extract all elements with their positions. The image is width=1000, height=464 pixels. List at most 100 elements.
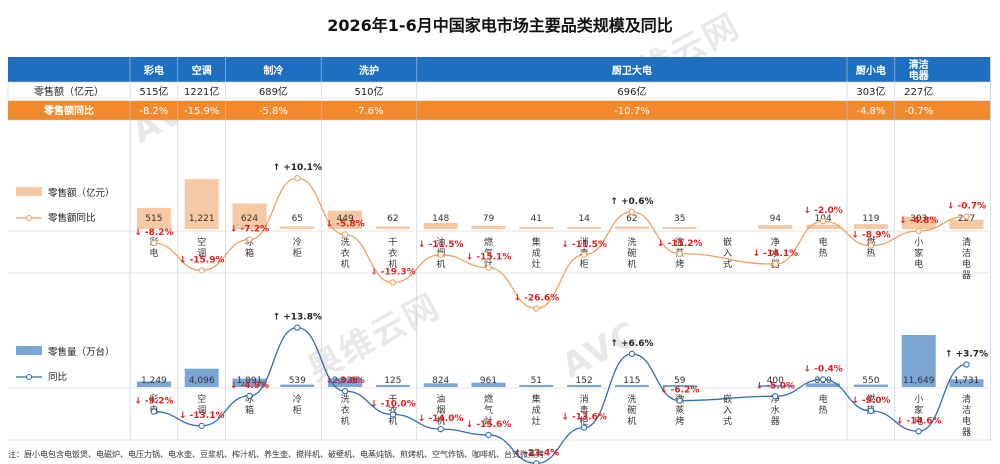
yoy-label-洗碗机: ↑ +6.6% [610,339,653,349]
value-label-空调: 4,096 [189,376,215,386]
value-label-冰箱: 624 [241,214,258,224]
category-label-空调: 调 [197,248,206,259]
value-label-消毒柜: 152 [576,376,593,386]
yoy-point-小家电 [915,227,922,235]
sales-row-label: 零售额（亿元） [34,85,104,98]
yoy-point-小家电 [915,428,922,435]
value-label-油烟机: 824 [432,376,449,386]
value-label-小家电: 303 [910,214,927,224]
yoy-point-油烟机 [437,251,444,258]
value-label-冷柜: 65 [292,214,303,224]
yoy-label-彩电: ↓ -9.2% [134,397,173,407]
yoy-label-微蒸烤: ↓ -6.2% [660,386,699,396]
group-name-1: 空调 [192,64,212,77]
group-yoy-6: -0.7% [904,106,933,117]
value-label-洗碗机: 62 [626,214,637,224]
category-label-清洁电器: 电 [962,415,971,427]
category-label-电热: 电 [819,393,828,405]
value-label-清洁电器: 1,731 [954,376,980,386]
category-label-小家电: 小 [914,394,923,405]
yoy-point-净水器 [772,393,779,400]
category-label-冷柜: 冷 [293,393,302,405]
category-label-净水器: 水 [771,404,780,416]
bar-冰箱 [232,378,267,387]
category-label-消毒柜: 消 [580,393,589,405]
category-label-嵌入式: 入 [723,405,732,416]
category-label-干衣机: 干 [388,394,397,405]
yoy-label-微蒸烤: ↓ -11.2% [657,239,703,249]
bar-净水器 [758,225,793,229]
yoy-label-清洁电器: ↑ +3.7% [945,349,988,359]
yoy-label-集成灶: ↓ -26.6% [513,293,559,303]
legend-bar-label: 零售量（万台） [48,346,115,358]
bar-洗衣机 [328,210,363,229]
category-label-冷柜: 柜 [293,247,302,259]
category-label-干衣机: 衣 [388,247,397,259]
category-label-彩电: 电 [149,247,158,259]
group-sales-1: 1221亿 [184,85,219,98]
yoy-row-label: 零售额同比 [43,104,94,117]
category-label-燃热: 热 [866,247,875,259]
group-sales-4: 696亿 [617,85,646,98]
category-label-彩电: 彩 [149,394,158,405]
yoy-point-电热 [819,376,827,383]
yoy-line [153,326,967,464]
bar-燃气灶 [471,225,506,229]
category-label-集成灶: 灶 [532,258,541,270]
bar-消毒柜 [567,385,602,387]
group-yoy-2: -5.8% [259,106,288,117]
category-label-集成灶: 集 [532,236,541,248]
yoy-label-消毒柜: ↓ -13.6% [561,413,607,423]
category-label-微蒸烤: 微 [675,236,684,248]
group-sales-6: 227亿 [904,85,933,98]
bar-消毒柜 [567,227,602,229]
bar-洗衣机 [328,377,363,387]
category-label-干衣机: 机 [388,258,397,270]
bar-油烟机 [423,222,458,229]
bar-洗碗机 [614,226,649,229]
bar-燃热 [853,224,888,229]
yoy-point-电热 [819,217,827,225]
category-label-洗衣机: 衣 [341,247,350,259]
yoy-point-冷柜 [294,324,301,331]
value-label-燃气灶: 961 [480,376,497,386]
bar-冷柜 [280,226,315,229]
category-label-洗衣机: 衣 [341,404,350,416]
bar-洗碗机 [614,385,649,387]
category-label-油烟机: 油 [436,393,445,405]
yoy-label-净水器: ↓ -14.1% [752,249,798,259]
bar-彩电 [136,381,171,387]
category-label-油烟机: 机 [436,258,445,270]
yoy-label-冷柜: ↑ +10.1% [273,163,322,173]
yoy-point-干衣机 [389,279,397,286]
category-label-电热: 电 [819,236,828,248]
category-label-洗碗机: 碗 [627,404,636,416]
category-label-洗衣机: 洗 [341,236,350,248]
category-label-清洁电器: 洁 [962,404,971,416]
group-name-6: 电器 [909,69,930,82]
value-label-洗衣机: 449 [337,214,354,224]
category-label-净水器: 器 [771,416,780,427]
value-label-冰箱: 1,891 [237,376,263,386]
yoy-label-电热: ↓ -2.0% [803,206,842,216]
value-label-消毒柜: 14 [578,214,590,224]
category-label-电热: 热 [819,404,828,416]
category-label-小家电: 家 [914,247,923,259]
group-sales-2: 689亿 [259,85,288,98]
yoy-label-干衣机: ↓ -19.3% [370,268,416,278]
yoy-label-小家电: ↓ -14.6% [896,416,942,426]
legend-bar-swatch [16,187,42,196]
yoy-label-洗碗机: ↑ +0.6% [610,197,653,207]
bar-冰箱 [232,203,267,229]
bar-燃热 [853,384,888,387]
category-label-油烟机: 机 [436,415,445,427]
yoy-point-燃气灶 [485,264,492,271]
category-label-空调: 空 [197,393,206,405]
category-label-嵌入式: 嵌 [723,237,732,248]
value-label-空调: 1,221 [189,214,215,224]
yoy-point-燃热 [867,407,875,414]
yoy-point-清洁电器 [963,213,970,220]
category-label-油烟机: 油 [436,236,445,248]
yoy-label-集成灶: ↓ -23.4% [513,448,559,458]
category-label-小家电: 家 [914,404,923,416]
